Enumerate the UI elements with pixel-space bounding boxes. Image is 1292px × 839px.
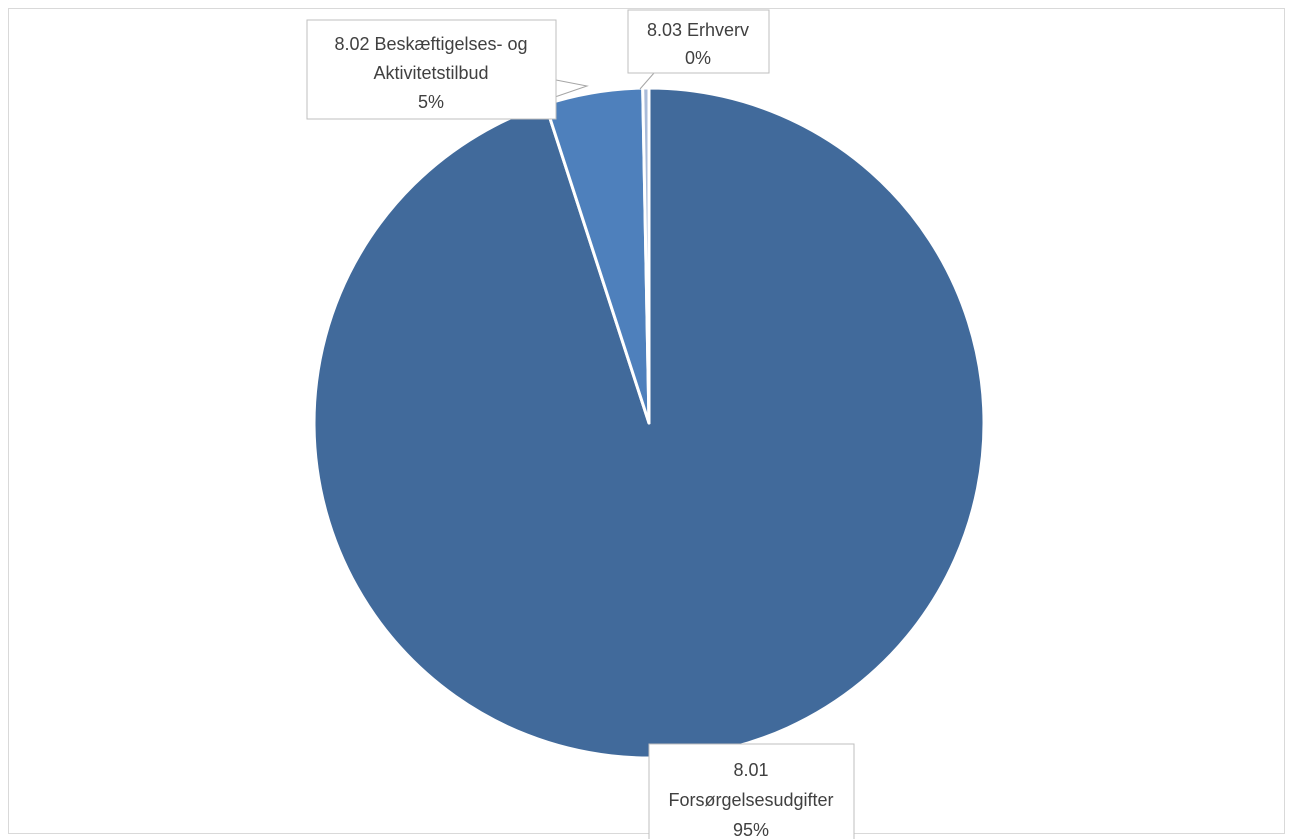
data-label-8-03: 8.03 Erhverv 0% — [627, 9, 770, 90]
data-label-value: 0% — [685, 48, 711, 68]
data-label-value: 95% — [733, 820, 769, 839]
leader-line — [639, 72, 655, 90]
data-label-box — [648, 743, 855, 839]
data-label-8-01: 8.01 Forsørgelsesudgifter 95% — [648, 743, 855, 839]
data-label-category-line-1: 8.03 Erhverv — [647, 20, 749, 40]
data-label-8-02: 8.02 Beskæftigelses- og Aktivitetstilbud… — [306, 19, 589, 120]
data-label-box — [306, 19, 557, 120]
pie-slice-3 — [641, 86, 651, 425]
data-label-category-line-2: Forsørgelsesudgifter — [668, 790, 833, 810]
data-label-category-line-1: 8.02 Beskæftigelses- og — [334, 34, 527, 54]
pie-slices — [312, 86, 986, 760]
data-label-box — [627, 9, 770, 74]
data-label-category-line-1: 8.01 — [733, 760, 768, 780]
data-label-value: 5% — [418, 92, 444, 112]
data-label-category-line-2: Aktivitetstilbud — [373, 63, 488, 83]
leader-line — [551, 79, 589, 99]
